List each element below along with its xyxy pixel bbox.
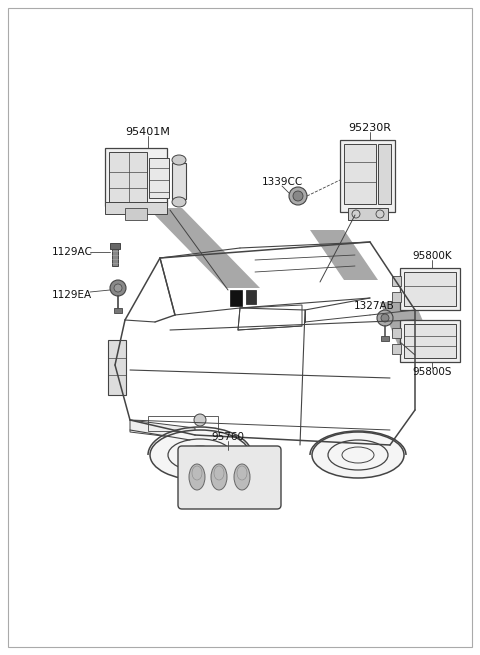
Ellipse shape bbox=[211, 464, 227, 490]
Bar bbox=[392, 344, 401, 354]
Text: 95401M: 95401M bbox=[126, 127, 170, 137]
Bar bbox=[109, 152, 147, 202]
Text: 95800K: 95800K bbox=[412, 251, 452, 261]
Bar bbox=[378, 144, 391, 204]
Circle shape bbox=[194, 414, 206, 426]
Bar bbox=[381, 336, 389, 341]
Circle shape bbox=[381, 314, 389, 322]
Text: 1129EA: 1129EA bbox=[52, 290, 92, 300]
Bar bbox=[114, 308, 122, 313]
FancyBboxPatch shape bbox=[178, 446, 281, 509]
Circle shape bbox=[377, 310, 393, 326]
Bar bbox=[125, 208, 147, 220]
Ellipse shape bbox=[172, 155, 186, 165]
Ellipse shape bbox=[150, 430, 250, 480]
Text: 1327AB: 1327AB bbox=[354, 301, 395, 311]
Bar bbox=[392, 276, 401, 286]
Text: 95800S: 95800S bbox=[412, 367, 452, 377]
Polygon shape bbox=[130, 420, 195, 440]
Ellipse shape bbox=[189, 464, 205, 490]
Bar bbox=[392, 328, 401, 338]
Bar bbox=[148, 416, 218, 431]
Bar bbox=[110, 243, 120, 249]
Text: 1129AC: 1129AC bbox=[51, 247, 93, 257]
Circle shape bbox=[289, 187, 307, 205]
Circle shape bbox=[110, 280, 126, 296]
Bar bbox=[246, 290, 256, 304]
Bar bbox=[108, 340, 126, 395]
Bar bbox=[400, 268, 460, 310]
Polygon shape bbox=[148, 208, 260, 288]
Bar bbox=[112, 248, 118, 266]
Circle shape bbox=[293, 191, 303, 201]
Ellipse shape bbox=[172, 197, 186, 207]
Bar bbox=[172, 163, 186, 199]
Ellipse shape bbox=[234, 464, 250, 490]
Bar bbox=[344, 144, 376, 204]
Circle shape bbox=[114, 284, 122, 292]
Text: 1339CC: 1339CC bbox=[262, 177, 302, 187]
Ellipse shape bbox=[312, 432, 404, 478]
Bar bbox=[392, 292, 401, 302]
Polygon shape bbox=[310, 230, 378, 280]
Bar bbox=[404, 272, 456, 306]
Bar bbox=[230, 290, 242, 306]
Text: 95760: 95760 bbox=[212, 432, 244, 442]
Bar bbox=[404, 324, 456, 358]
Bar bbox=[348, 208, 388, 220]
Bar bbox=[400, 320, 460, 362]
Text: 95230R: 95230R bbox=[348, 123, 392, 133]
Bar bbox=[149, 158, 169, 198]
Bar bbox=[340, 140, 395, 212]
Bar bbox=[105, 202, 167, 214]
Polygon shape bbox=[380, 302, 435, 350]
Bar bbox=[105, 148, 167, 206]
